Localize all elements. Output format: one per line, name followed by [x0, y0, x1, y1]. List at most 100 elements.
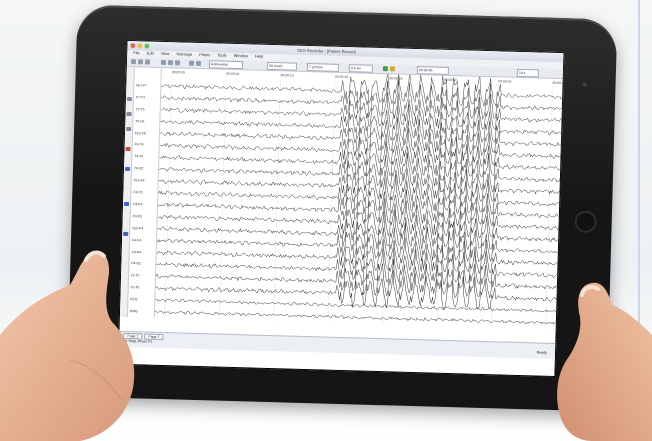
eeg-trace: [161, 69, 563, 107]
tablet-camera: [582, 82, 587, 87]
minimize-button[interactable]: [137, 43, 143, 49]
channel-label: T3-T5: [135, 106, 145, 112]
eeg-trace: [155, 298, 557, 313]
channel-label: T5-O1: [135, 118, 145, 124]
menu-help[interactable]: Help: [254, 53, 264, 59]
eeg-trace: [158, 152, 561, 193]
time-mark: 00:00:05: [172, 70, 185, 74]
channel-label: Cz-Pz: [130, 285, 140, 290]
time-gridline: [491, 84, 499, 328]
eeg-trace: [157, 189, 559, 227]
eeg-trace: [154, 310, 557, 325]
close-button[interactable]: [130, 43, 136, 49]
annotate-icon[interactable]: [126, 126, 132, 132]
eeg-traces: 00:00:05 00:00:10 00:00:15 00:00:20 00:00:25…: [154, 68, 564, 329]
time-mark: 00:00:25: [389, 76, 402, 80]
cursor-icon[interactable]: [126, 96, 133, 102]
save-icon[interactable]: [137, 59, 144, 65]
eeg-workarea: Fp1-F7 F7-T3 T3-T5 T5-O1 Fp2-F8 F8-T4 T4-T6 T6-…: [119, 66, 564, 360]
tablet-home-button[interactable]: [574, 210, 598, 234]
eeg-trace: [156, 248, 558, 286]
menu-montage[interactable]: Montage: [176, 51, 193, 57]
eeg-trace: [158, 168, 560, 203]
time-gridline: [545, 85, 553, 329]
time-mark: 00:00:15: [280, 73, 293, 77]
menu-view[interactable]: View: [160, 50, 170, 57]
eeg-trace: [157, 198, 559, 239]
channel-label: F8-T4: [134, 142, 144, 147]
menu-tools[interactable]: Tools: [217, 52, 227, 58]
channel-label: P4-O2: [131, 261, 141, 266]
eeg-trace: [157, 210, 559, 251]
time-mark: 00:00:10: [226, 72, 239, 76]
print-icon[interactable]: [144, 59, 151, 65]
time-gridline: [273, 78, 281, 322]
time-gridline: [164, 75, 172, 319]
channel-label: Fz-Cz: [130, 273, 140, 278]
status-left: For Help, Press F1: [122, 338, 153, 344]
menu-filters[interactable]: Filters: [199, 51, 211, 58]
channel-label: Fp2-F4: [132, 225, 144, 231]
channel-label: T6-O2: [133, 166, 144, 171]
marker-icon[interactable]: [174, 60, 181, 66]
channel-label: Fp2-F8: [134, 130, 146, 136]
eeg-trace: [155, 258, 558, 298]
eeg-trace: [156, 222, 558, 263]
eeg-trace-canvas: 00:00:05 00:00:10 00:00:15 00:00:20 00:00:25…: [154, 69, 564, 329]
filter-select[interactable]: 0.5 Hz: [348, 64, 374, 73]
measure-icon[interactable]: [126, 111, 132, 117]
channel-label: EMG: [129, 309, 138, 314]
time-gridline: [327, 79, 336, 323]
time-field[interactable]: 00:00:45: [416, 66, 449, 75]
montage-select[interactable]: Referential: [208, 60, 244, 70]
open-icon[interactable]: [130, 59, 137, 65]
menu-file[interactable]: File: [133, 50, 140, 56]
tablet-device: EEG Recorder - [Patient Record] File Edi…: [66, 4, 618, 412]
channel-label: Fp1-F7: [136, 83, 148, 88]
menu-edit[interactable]: Edit: [146, 50, 154, 56]
sensitivity-select[interactable]: 7 µV/mm: [306, 62, 340, 72]
window-title: EEG Recorder - [Patient Record]: [297, 47, 356, 55]
time-mark: 00:00:35: [498, 79, 511, 83]
channel-label: F7-T3: [135, 95, 145, 100]
time-mark: 00:00:20: [335, 75, 348, 79]
eeg-trace: [156, 238, 558, 275]
menu-window[interactable]: Window: [233, 52, 248, 59]
eeg-trace: [159, 117, 561, 157]
eeg-trace: [160, 92, 562, 131]
background-divider: [638, 0, 640, 441]
eeg-trace: [155, 270, 557, 311]
montage-icon[interactable]: [123, 201, 130, 207]
eeg-trace: [161, 79, 562, 121]
channel-label: F3-C3: [133, 190, 143, 195]
tablet-screen: EEG Recorder - [Patient Record] File Edi…: [117, 39, 565, 378]
channel-label: F4-C4: [131, 237, 142, 243]
video-icon[interactable]: [123, 231, 129, 237]
spike-icon[interactable]: [124, 166, 131, 172]
channel-label: C4-P4: [131, 249, 142, 254]
event-icon[interactable]: [125, 146, 131, 152]
eeg-trace: [159, 141, 561, 178]
eeg-trace: [158, 175, 560, 216]
zoom-field[interactable]: 10 s: [516, 68, 539, 78]
channel-label: P3-O1: [132, 214, 143, 219]
channel-label: Fp1-F3: [133, 178, 145, 183]
statusbar: Page 1 Page 2 For Help, Press F1 Ready: [119, 330, 556, 360]
pause-icon[interactable]: [389, 66, 395, 72]
channel-label: ECG: [130, 297, 138, 302]
maximize-button[interactable]: [144, 43, 150, 49]
eeg-trace: [159, 128, 561, 167]
time-mark: 00:00:30: [444, 78, 457, 82]
play-icon[interactable]: [188, 60, 195, 66]
time-mark: 00:00:40: [553, 81, 563, 85]
time-gridline: [382, 81, 390, 325]
channel-label: C3-P3: [132, 202, 143, 207]
eeg-trace: [160, 104, 562, 143]
record-icon[interactable]: [382, 66, 388, 72]
zoom-out-icon[interactable]: [167, 60, 174, 66]
zoom-in-icon[interactable]: [160, 59, 167, 66]
status-right: Ready: [536, 350, 548, 355]
speed-select[interactable]: 30 mm/s: [266, 61, 298, 71]
stop-icon[interactable]: [195, 60, 202, 67]
channel-label: T4-T6: [134, 154, 144, 159]
